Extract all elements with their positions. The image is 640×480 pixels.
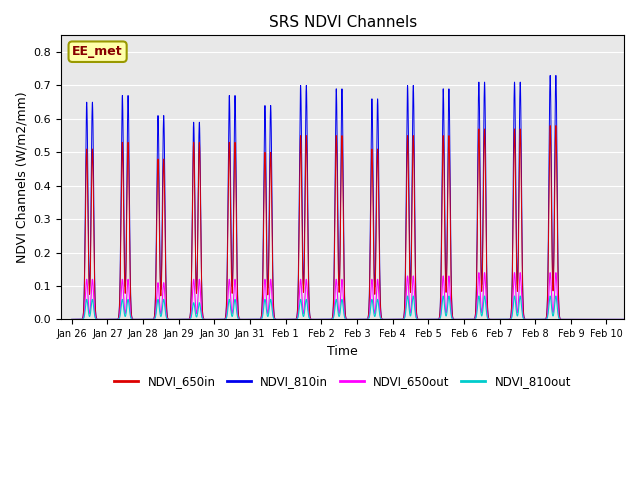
- Y-axis label: NDVI Channels (W/m2/mm): NDVI Channels (W/m2/mm): [15, 92, 28, 263]
- Legend: NDVI_650in, NDVI_810in, NDVI_650out, NDVI_810out: NDVI_650in, NDVI_810in, NDVI_650out, NDV…: [109, 371, 576, 393]
- Text: EE_met: EE_met: [72, 45, 123, 58]
- X-axis label: Time: Time: [327, 345, 358, 358]
- Title: SRS NDVI Channels: SRS NDVI Channels: [269, 15, 417, 30]
